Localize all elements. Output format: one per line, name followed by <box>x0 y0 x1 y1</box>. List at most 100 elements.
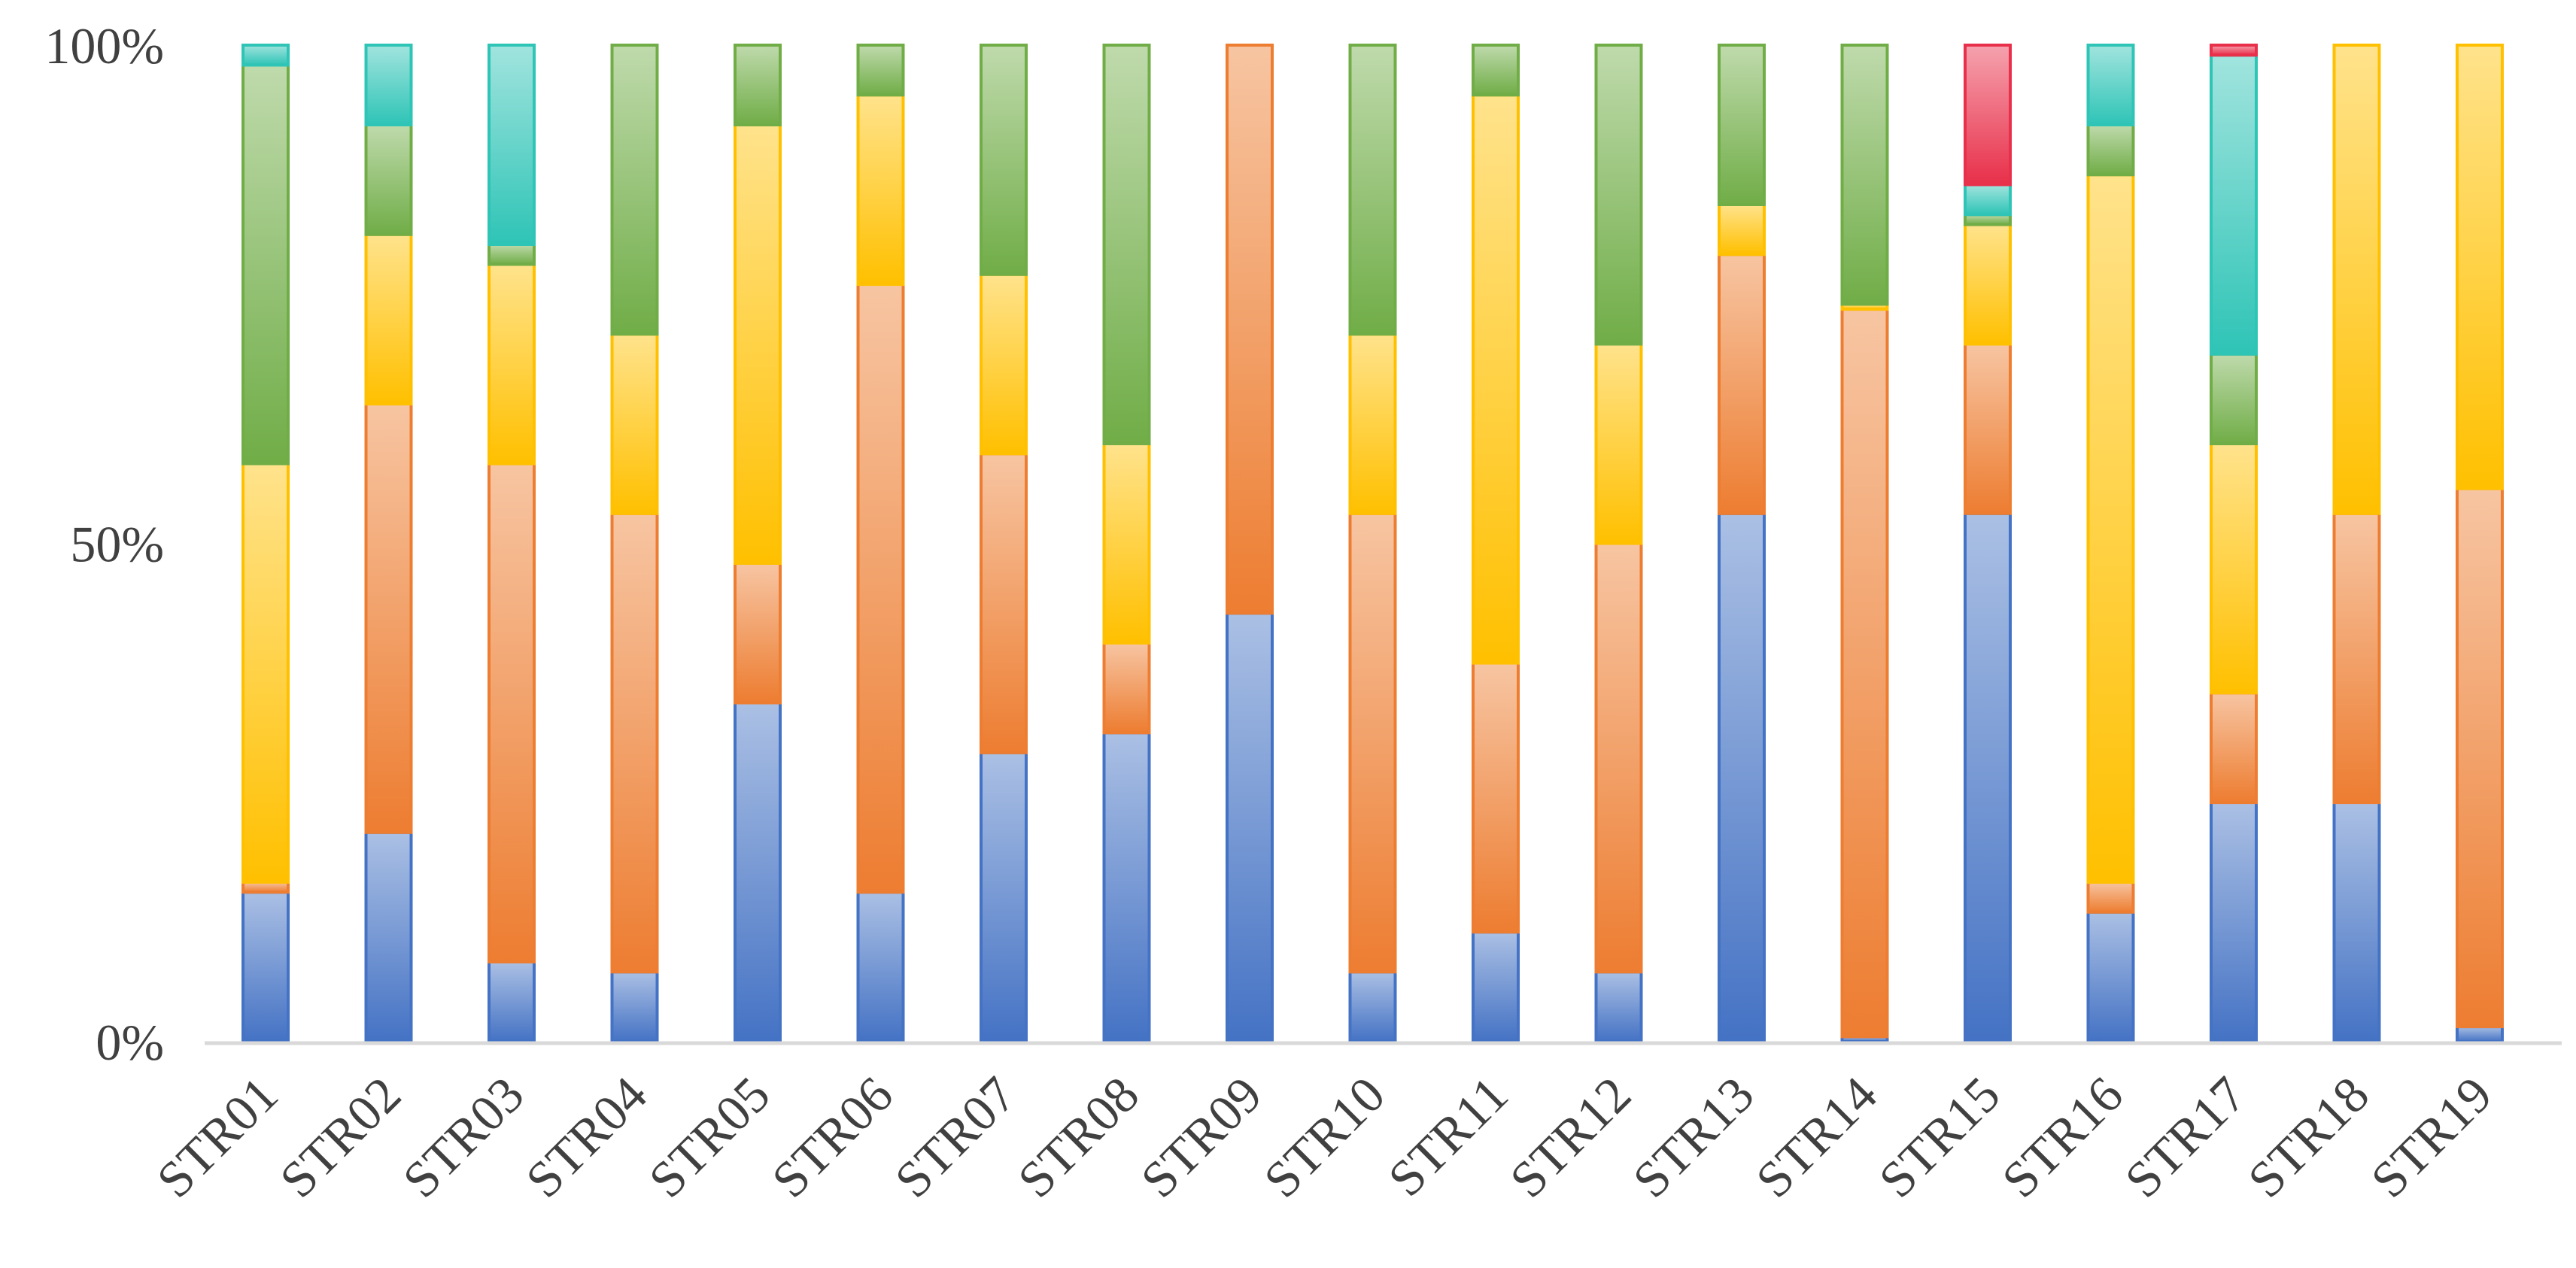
bar-segment-str02-s2 <box>364 402 413 834</box>
bar-segment-str18-s2 <box>2332 511 2381 805</box>
bar-segment-str03-s5 <box>488 44 536 246</box>
bar-segment-str16-s3 <box>2086 173 2135 884</box>
bar-segment-str09-s2 <box>1226 44 1274 615</box>
bar-segment-str13-s2 <box>1718 253 1766 515</box>
bar-segment-str10-s4 <box>1348 44 1397 336</box>
bar-segment-str14-s2 <box>1840 308 1889 1039</box>
bar-segment-str03-s2 <box>488 462 536 963</box>
bar-segment-str09-s1 <box>1226 611 1274 1044</box>
bar-segment-str01-s1 <box>242 890 290 1044</box>
bar-segment-str04-s2 <box>610 511 659 974</box>
bar-segment-str12-s2 <box>1594 541 1643 974</box>
bar-segment-str13-s4 <box>1718 44 1766 206</box>
bar-segment-str06-s4 <box>856 44 905 97</box>
x-tick-label: STR07 <box>884 1066 1027 1209</box>
x-tick-label: STR04 <box>515 1066 658 1209</box>
bar-segment-str05-s1 <box>734 701 782 1043</box>
bar-segment-str15-s3 <box>1964 223 2012 346</box>
x-tick-label: STR19 <box>2360 1066 2503 1209</box>
bar-segment-str17-s5 <box>2210 53 2258 356</box>
bar-segment-str18-s1 <box>2332 801 2381 1043</box>
bar-segment-str12-s1 <box>1594 970 1643 1044</box>
bar-segment-str07-s2 <box>980 452 1028 754</box>
bar-segment-str08-s3 <box>1102 442 1151 645</box>
bar-segment-str18-s3 <box>2332 44 2381 515</box>
bar-segment-str06-s1 <box>856 890 905 1044</box>
x-tick-label: STR16 <box>1991 1066 2134 1209</box>
bar-segment-str17-s2 <box>2210 691 2258 805</box>
bar-segment-str10-s2 <box>1348 511 1397 974</box>
bar-segment-str19-s1 <box>2456 1025 2504 1043</box>
x-tick-label: STR18 <box>2237 1066 2380 1209</box>
bar-segment-str05-s3 <box>734 123 782 565</box>
x-tick-label: STR05 <box>638 1066 781 1209</box>
x-tick-label: STR17 <box>2114 1066 2257 1209</box>
bar-segment-str08-s1 <box>1102 731 1151 1044</box>
bar-segment-str19-s2 <box>2456 487 2504 1029</box>
bar-segment-str02-s1 <box>364 830 413 1044</box>
bar-segment-str04-s1 <box>610 970 659 1044</box>
bar-segment-str08-s4 <box>1102 44 1151 445</box>
bar-segment-str07-s3 <box>980 272 1028 456</box>
bar-segment-str01-s4 <box>242 63 290 466</box>
x-tick-label: STR10 <box>1253 1066 1396 1209</box>
bar-segment-str17-s1 <box>2210 801 2258 1043</box>
bar-segment-str17-s3 <box>2210 442 2258 695</box>
bar-segment-str01-s3 <box>242 462 290 884</box>
bar-segment-str17-s4 <box>2210 352 2258 445</box>
bar-segment-str16-s5 <box>2086 44 2135 126</box>
x-tick-label: STR15 <box>1868 1066 2011 1209</box>
bar-segment-str10-s3 <box>1348 332 1397 515</box>
bar-segment-str19-s3 <box>2456 44 2504 490</box>
bar-segment-str16-s4 <box>2086 123 2135 177</box>
bar-segment-str16-s2 <box>2086 881 2135 914</box>
bar-segment-str07-s4 <box>980 44 1028 276</box>
y-axis-ticks: 0% 50% 100% <box>44 17 164 1071</box>
bar-segment-str08-s2 <box>1102 642 1151 735</box>
x-tick-label: STR09 <box>1130 1066 1273 1209</box>
bar-segment-str11-s1 <box>1472 930 1520 1044</box>
bar-segment-str05-s2 <box>734 562 782 705</box>
bar-segment-str12-s4 <box>1594 44 1643 346</box>
x-tick-label: STR12 <box>1499 1066 1642 1209</box>
bar-segment-str07-s1 <box>980 751 1028 1044</box>
bar-segment-str14-s4 <box>1840 44 1889 306</box>
bar-segment-str15-s6 <box>1964 44 2012 187</box>
bar-segment-str16-s1 <box>2086 910 2135 1044</box>
bar-segment-str03-s3 <box>488 262 536 466</box>
x-tick-label: STR06 <box>761 1066 904 1209</box>
bar-segment-str17-s6 <box>2210 44 2258 57</box>
x-tick-label: STR13 <box>1622 1066 1765 1209</box>
bar-segment-str06-s2 <box>856 283 905 894</box>
bar-segment-str15-s1 <box>1964 511 2012 1044</box>
bar-segment-str10-s1 <box>1348 970 1397 1044</box>
x-axis-labels: STR01STR02STR03STR04STR05STR06STR07STR08… <box>146 1066 2503 1209</box>
bar-segment-str12-s3 <box>1594 342 1643 545</box>
bars-group <box>242 44 2504 1044</box>
bar-segment-str02-s3 <box>364 232 413 406</box>
bar-segment-str11-s2 <box>1472 661 1520 934</box>
x-tick-label: STR01 <box>146 1066 289 1209</box>
bar-segment-str15-s5 <box>1964 183 2012 217</box>
x-tick-label: STR11 <box>1377 1066 1518 1207</box>
bar-segment-str03-s1 <box>488 960 536 1043</box>
bar-segment-str13-s3 <box>1718 203 1766 256</box>
bar-segment-str11-s4 <box>1472 44 1520 97</box>
bar-segment-str04-s4 <box>610 44 659 336</box>
bar-segment-str04-s3 <box>610 332 659 515</box>
x-tick-label: STR14 <box>1745 1066 1888 1209</box>
bar-segment-str13-s1 <box>1718 511 1766 1044</box>
bar-segment-str03-s4 <box>488 243 536 266</box>
bar-segment-str05-s4 <box>734 44 782 126</box>
x-tick-label: STR02 <box>269 1066 412 1209</box>
y-tick-label: 0% <box>96 1014 164 1071</box>
bar-segment-str06-s3 <box>856 93 905 287</box>
bar-segment-str15-s2 <box>1964 342 2012 515</box>
x-tick-label: STR08 <box>1007 1066 1150 1209</box>
bar-segment-str01-s5 <box>242 44 290 67</box>
y-tick-label: 50% <box>70 516 164 573</box>
bar-segment-str11-s3 <box>1472 93 1520 665</box>
bar-segment-str02-s5 <box>364 44 413 126</box>
